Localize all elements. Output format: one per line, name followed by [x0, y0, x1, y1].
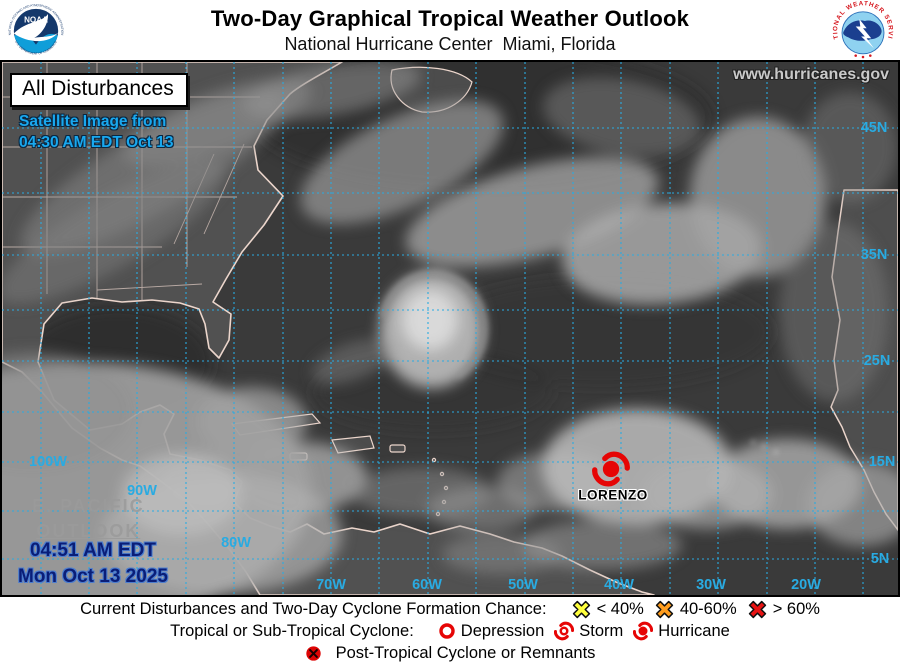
satellite-caption-line2: 04:30 AM EDT Oct 13 — [19, 134, 174, 151]
storm-symbol-icon — [554, 621, 575, 641]
legend-row-cyclone-types: Tropical or Sub-Tropical Cyclone: Depres… — [0, 621, 900, 642]
grid-label-50W: 50W — [508, 577, 538, 593]
grid-label-60W: 60W — [412, 577, 442, 593]
grid-label-40W: 40W — [604, 577, 634, 593]
nws-logo: NATIONAL WEATHER SERVICE — [832, 1, 893, 59]
x-orange-icon — [655, 600, 673, 618]
legend: Current Disturbances and Two-Day Cyclone… — [0, 597, 900, 665]
satellite-caption-line1: Satellite Image from — [19, 113, 167, 130]
legend-depression-label: Depression — [460, 621, 545, 640]
legend-row1-label: Current Disturbances and Two-Day Cyclone… — [80, 599, 547, 618]
storm-name-label: LORENZO — [578, 487, 648, 503]
page-subtitle: National Hurricane Center Miami, Florida — [284, 34, 616, 54]
legend-item-medium-chance: 40-60% — [654, 599, 737, 620]
east-pacific-line1: E. PACIFIC — [32, 496, 145, 516]
east-pacific-line2: OUTLOOK — [36, 521, 141, 541]
grid-label-20W: 20W — [791, 577, 821, 593]
satellite-caption: Satellite Image from 04:30 AM EDT Oct 13 — [19, 111, 173, 153]
page-title: Two-Day Graphical Tropical Weather Outlo… — [210, 6, 690, 31]
cloud-field — [2, 62, 898, 595]
legend-high-chance-label: > 60% — [772, 599, 820, 618]
x-yellow-icon — [572, 600, 590, 618]
grid-label-70W: 70W — [316, 577, 346, 593]
hurricane-symbol-icon — [633, 621, 654, 641]
grid-label-5N: 5N — [870, 551, 890, 567]
mode-label-box[interactable]: All Disturbances — [10, 73, 188, 107]
legend-item-post-tropical: Post-Tropical Cyclone or Remnants — [305, 643, 596, 663]
header: NOAA NATIONAL OCEANIC AND ATMOSPHERIC AD… — [0, 0, 900, 60]
x-red-icon — [748, 600, 766, 618]
legend-medium-chance-label: 40-60% — [679, 599, 737, 618]
post-tropical-circle-x-icon — [305, 645, 321, 661]
tropical-storm-icon[interactable] — [592, 450, 630, 488]
grid-label-25N: 25N — [863, 353, 891, 369]
latlon-grid — [2, 62, 898, 595]
timestamp-line2: Mon Oct 13 2025 — [18, 566, 168, 587]
legend-item-hurricane: Hurricane — [633, 621, 730, 641]
timestamp-line1: 04:51 AM EDT — [29, 540, 156, 561]
legend-row2-label: Tropical or Sub-Tropical Cyclone: — [170, 621, 414, 640]
noaa-logo-text: NOAA — [24, 15, 48, 24]
grid-label-35N: 35N — [860, 247, 888, 263]
legend-post-tropical-label: Post-Tropical Cyclone or Remnants — [335, 643, 596, 662]
grid-label-45N: 45N — [860, 120, 888, 136]
grid-label-100W: 100W — [29, 454, 67, 470]
satellite-map[interactable]: 45N 35N 25N 15N 5N 100W 90W 80W 70W 60W 50W 40W 30W 2… — [0, 60, 900, 597]
noaa-logo: NOAA NATIONAL OCEANIC AND ATMOSPHERIC AD… — [8, 3, 65, 55]
depression-circle-icon — [439, 623, 455, 639]
east-pacific-outlook-link[interactable]: E. PACIFIC OUTLOOK — [32, 494, 145, 544]
legend-hurricane-label: Hurricane — [658, 621, 730, 640]
legend-row-post-tropical: Post-Tropical Cyclone or Remnants — [0, 643, 900, 664]
legend-item-storm: Storm — [554, 621, 623, 641]
satellite-image: 45N 35N 25N 15N 5N 100W 90W 80W 70W 60W 50W 40W 30W 2… — [2, 62, 898, 595]
legend-item-low-chance: < 40% — [571, 599, 644, 620]
grid-label-80W: 80W — [221, 535, 251, 551]
legend-item-high-chance: > 60% — [747, 599, 820, 620]
legend-low-chance-label: < 40% — [596, 599, 644, 618]
legend-row-formation-chance: Current Disturbances and Two-Day Cyclone… — [0, 599, 900, 620]
legend-item-depression: Depression — [438, 622, 544, 641]
issuance-timestamp: 04:51 AM EDT Mon Oct 13 2025 — [18, 538, 168, 590]
grid-label-90W: 90W — [127, 483, 157, 499]
grid-label-30W: 30W — [696, 577, 726, 593]
grid-label-15N: 15N — [868, 454, 896, 470]
legend-storm-label: Storm — [579, 621, 624, 640]
satellite-scene — [2, 62, 898, 595]
cloud-swirl-detail — [379, 270, 778, 454]
website-watermark: www.hurricanes.gov — [733, 66, 889, 83]
nws-logo-stars — [854, 54, 872, 59]
